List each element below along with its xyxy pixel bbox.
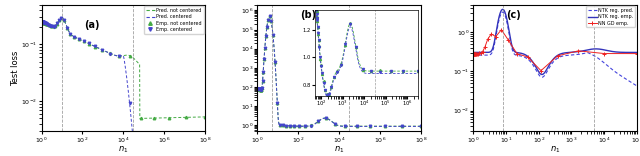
Text: (b): (b) [300, 10, 316, 20]
Y-axis label: Test loss: Test loss [11, 50, 20, 85]
Legend: Pred. not centered, Pred. centered, Emp. not centered, Emp. centered: Pred. not centered, Pred. centered, Emp.… [144, 6, 204, 34]
Text: (a): (a) [84, 20, 100, 30]
Legend: NTK reg. pred., NTK reg. emp., NN GD emp.: NTK reg. pred., NTK reg. emp., NN GD emp… [586, 6, 636, 27]
X-axis label: $n_1$: $n_1$ [118, 144, 129, 155]
X-axis label: $n_1$: $n_1$ [334, 144, 344, 155]
Text: (c): (c) [506, 10, 521, 20]
X-axis label: $n_1$: $n_1$ [550, 144, 560, 155]
